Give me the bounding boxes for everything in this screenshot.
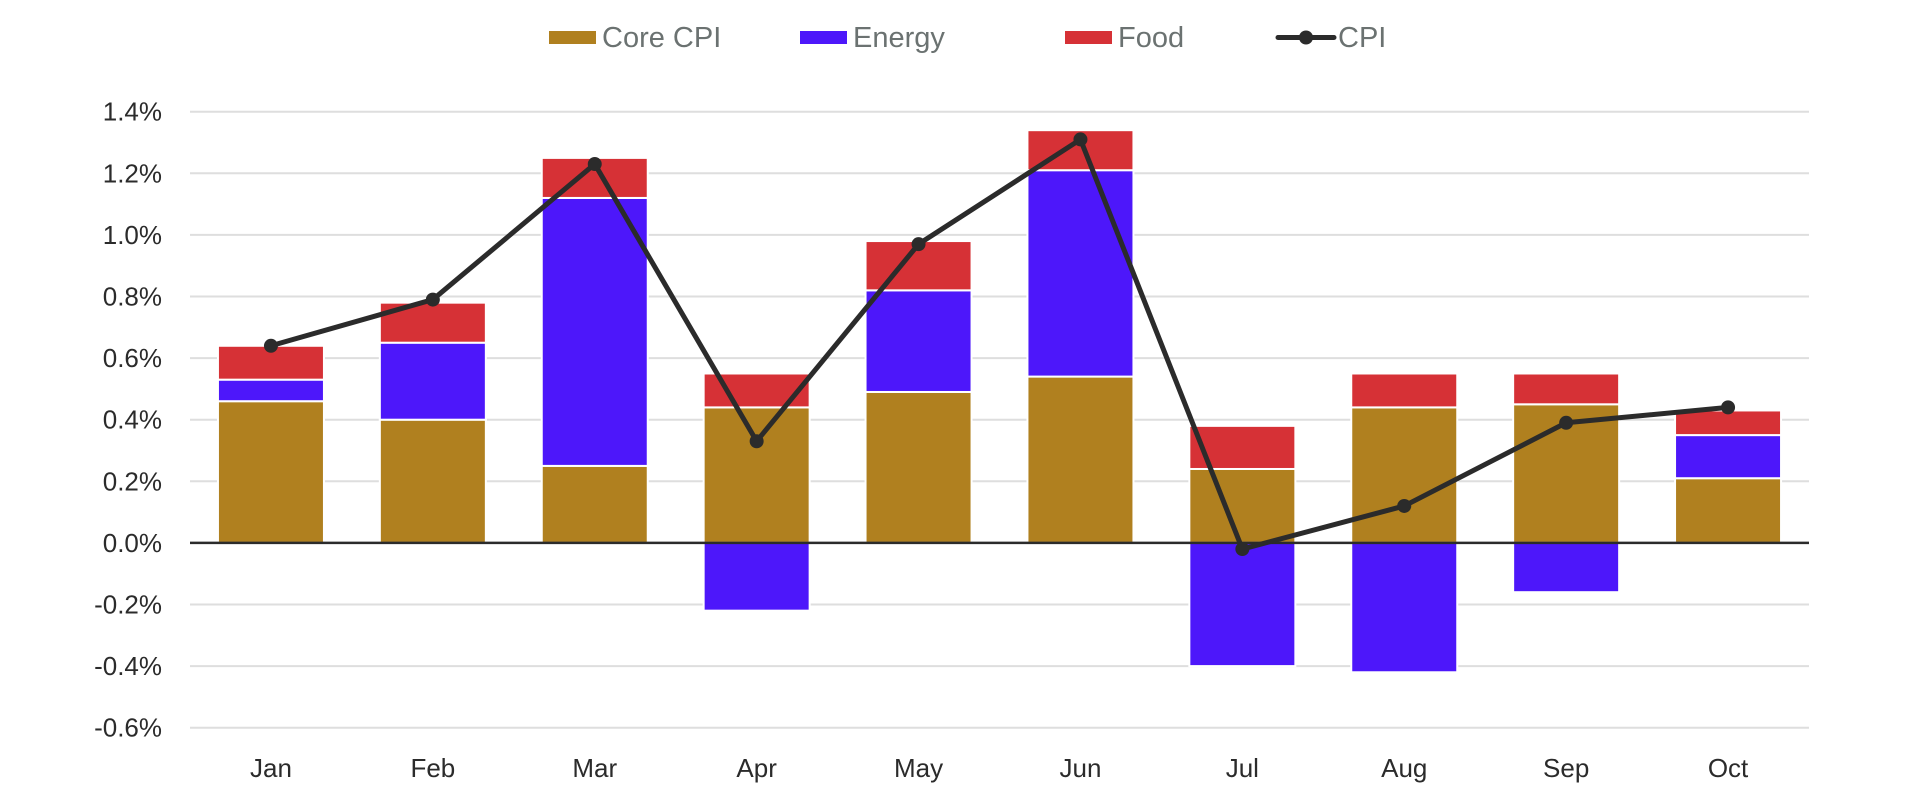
legend-label-food: Food (1118, 22, 1184, 54)
bar-food-jul (1188, 424, 1297, 470)
bar-energy-jun (1026, 169, 1135, 378)
bar-core-cpi-jul (1188, 467, 1297, 544)
cpi-point-may (911, 237, 926, 252)
bar-energy-apr (702, 541, 811, 612)
bar-energy-may (864, 289, 973, 393)
bar-core-cpi-mar (540, 464, 649, 544)
cpi-point-mar (587, 157, 602, 172)
cpi-point-jun (1073, 132, 1088, 147)
y-tick-label: -0.4% (94, 651, 162, 681)
y-tick-label: 0.6% (103, 343, 162, 373)
y-tick-label: 0.2% (103, 466, 162, 496)
x-axis: Jan Feb Mar Apr May Jun Jul Aug Sep Oct (250, 753, 1749, 783)
y-tick-label: 0.4% (103, 405, 162, 435)
bar-core-cpi-jun (1026, 375, 1135, 544)
y-tick-label: 1.0% (103, 220, 162, 250)
x-tick-label: Feb (410, 753, 455, 783)
y-tick-label: -0.6% (94, 713, 162, 743)
x-tick-label: Jan (250, 753, 292, 783)
cpi-line-series (263, 132, 1736, 557)
legend-label-core-cpi: Core CPI (602, 22, 721, 54)
legend-label-energy: Energy (853, 22, 945, 54)
x-tick-label: Sep (1543, 753, 1589, 783)
legend-swatch-energy (800, 31, 847, 44)
x-tick-label: Jul (1226, 753, 1259, 783)
cpi-point-apr (749, 434, 764, 449)
x-tick-label: May (894, 753, 943, 783)
bar-energy-aug (1350, 541, 1459, 674)
bar-energy-jan (216, 378, 325, 403)
bar-core-cpi-may (864, 390, 973, 544)
bar-energy-oct (1674, 434, 1783, 480)
bar-energy-feb (378, 341, 487, 421)
x-tick-label: Apr (736, 753, 777, 783)
cpi-point-jul (1235, 542, 1250, 557)
y-axis: -0.6% -0.4% -0.2% 0.0% 0.2% 0.4% 0.6% 0.8% 1.0% 1… (94, 97, 162, 743)
bar-food-sep (1512, 372, 1621, 406)
cpi-point-sep (1559, 415, 1574, 430)
bar-food-aug (1350, 372, 1459, 409)
cpi-point-aug (1397, 498, 1412, 513)
legend-swatch-food (1065, 31, 1112, 44)
bar-core-cpi-aug (1350, 406, 1459, 544)
legend: Core CPI Energy Food CPI (549, 22, 1386, 54)
bar-energy-sep (1512, 541, 1621, 594)
bar-core-cpi-oct (1674, 477, 1783, 544)
legend-item-core-cpi: Core CPI (549, 22, 721, 54)
bar-energy-mar (540, 196, 649, 467)
legend-marker-cpi (1299, 30, 1313, 45)
y-tick-label: 1.4% (103, 97, 162, 127)
legend-item-cpi: CPI (1275, 22, 1386, 54)
legend-swatch-core-cpi (549, 31, 596, 44)
cpi-line (270, 136, 1729, 552)
cpi-point-jan (263, 338, 278, 353)
cpi-point-feb (425, 292, 440, 307)
bar-core-cpi-apr (702, 406, 811, 544)
y-tick-label: 0.8% (103, 282, 162, 312)
x-tick-label: Aug (1381, 753, 1427, 783)
legend-item-energy: Energy (800, 22, 945, 54)
x-tick-label: Oct (1708, 753, 1749, 783)
x-tick-label: Jun (1059, 753, 1101, 783)
legend-item-food: Food (1065, 22, 1184, 54)
bar-core-cpi-jan (216, 400, 325, 544)
y-tick-label: 0.0% (103, 528, 162, 558)
legend-label-cpi: CPI (1338, 22, 1386, 54)
bars (216, 129, 1783, 674)
x-tick-label: Mar (572, 753, 617, 783)
y-tick-label: 1.2% (103, 158, 162, 188)
cpi-point-oct (1721, 400, 1736, 415)
bar-energy-jul (1188, 541, 1297, 668)
y-tick-label: -0.2% (94, 590, 162, 620)
bar-core-cpi-feb (378, 418, 487, 544)
